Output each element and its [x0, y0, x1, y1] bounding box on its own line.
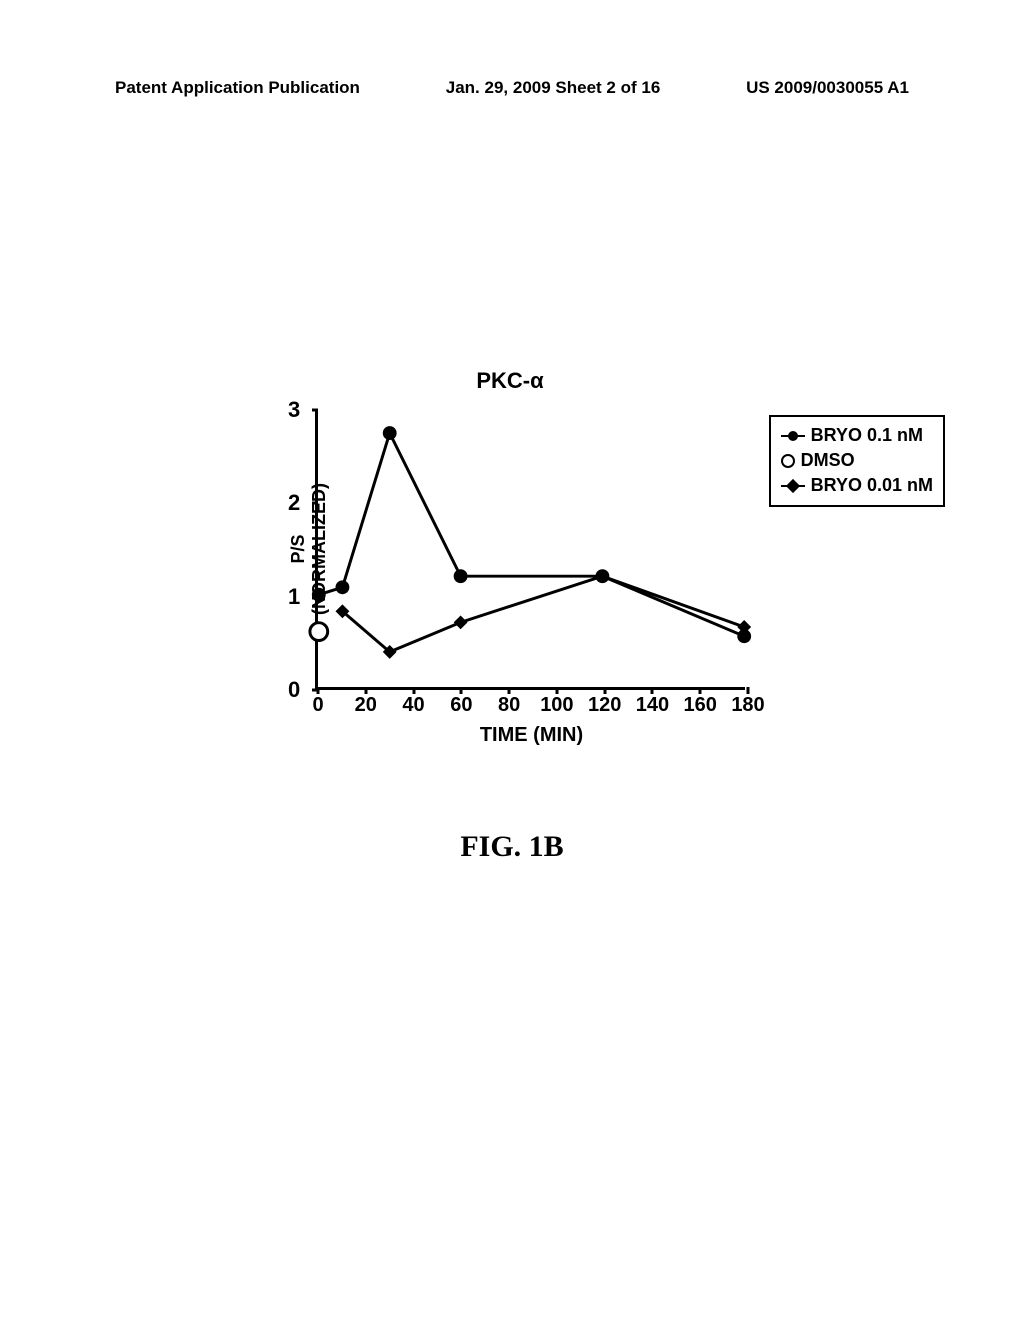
x-tick-label: 80 [498, 694, 520, 717]
x-tick-mark [651, 687, 654, 694]
series-line [319, 433, 744, 636]
diamond-icon [454, 615, 468, 629]
x-tick-mark [699, 687, 702, 694]
y-tick-mark [312, 409, 318, 412]
x-tick-mark [460, 687, 463, 694]
x-tick-label: 20 [355, 694, 377, 717]
series-line [342, 576, 744, 652]
y-tick-label: 3 [288, 397, 300, 423]
legend-item: DMSO [781, 448, 933, 473]
legend-label: BRYO 0.1 nM [811, 423, 923, 448]
x-tick-mark [508, 687, 511, 694]
legend-label: BRYO 0.01 nM [811, 473, 933, 498]
x-tick-label: 180 [731, 694, 764, 717]
x-tick-label: 40 [402, 694, 424, 717]
x-tick-label: 100 [540, 694, 573, 717]
chart-plot-area: P/S (NORMALIZED) TIME (MIN) BRYO 0.1 nM … [315, 410, 745, 690]
header-patent-id: US 2009/0030055 A1 [746, 78, 909, 98]
legend-item: BRYO 0.1 nM [781, 423, 933, 448]
y-tick-mark [312, 595, 318, 598]
chart-legend: BRYO 0.1 nM DMSO BRYO 0.01 nM [769, 415, 945, 507]
header-date-sheet: Jan. 29, 2009 Sheet 2 of 16 [446, 78, 661, 98]
y-tick-label: 0 [288, 677, 300, 703]
diamond-icon [786, 479, 800, 493]
y-tick-label: 1 [288, 584, 300, 610]
x-tick-label: 160 [684, 694, 717, 717]
chart-container: PKC-α P/S (NORMALIZED) TIME (MIN) BRYO 0… [230, 400, 790, 770]
x-tick-label: 120 [588, 694, 621, 717]
chart-svg [318, 410, 745, 687]
x-tick-mark [364, 687, 367, 694]
figure-caption: FIG. 1B [0, 830, 1024, 864]
x-tick-label: 140 [636, 694, 669, 717]
legend-line-icon [781, 485, 805, 487]
circle-fill-icon [454, 569, 468, 583]
circle-fill-icon [383, 426, 397, 440]
header-publication-type: Patent Application Publication [115, 78, 360, 98]
chart-title: PKC-α [230, 368, 790, 394]
circle-fill-icon [788, 431, 798, 441]
x-tick-mark [747, 687, 750, 694]
legend-line-icon [781, 435, 805, 437]
x-tick-label: 60 [450, 694, 472, 717]
circle-open-icon [781, 454, 795, 468]
y-tick-label: 2 [288, 490, 300, 516]
circle-open-icon [310, 623, 328, 641]
x-tick-mark [317, 687, 320, 694]
y-tick-mark [312, 502, 318, 505]
x-tick-mark [603, 687, 606, 694]
x-tick-mark [412, 687, 415, 694]
circle-fill-icon [336, 580, 350, 594]
legend-item: BRYO 0.01 nM [781, 473, 933, 498]
x-axis-label: TIME (MIN) [318, 724, 745, 747]
page-header: Patent Application Publication Jan. 29, … [0, 78, 1024, 98]
legend-label: DMSO [801, 448, 855, 473]
x-tick-label: 0 [312, 694, 323, 717]
x-tick-mark [555, 687, 558, 694]
